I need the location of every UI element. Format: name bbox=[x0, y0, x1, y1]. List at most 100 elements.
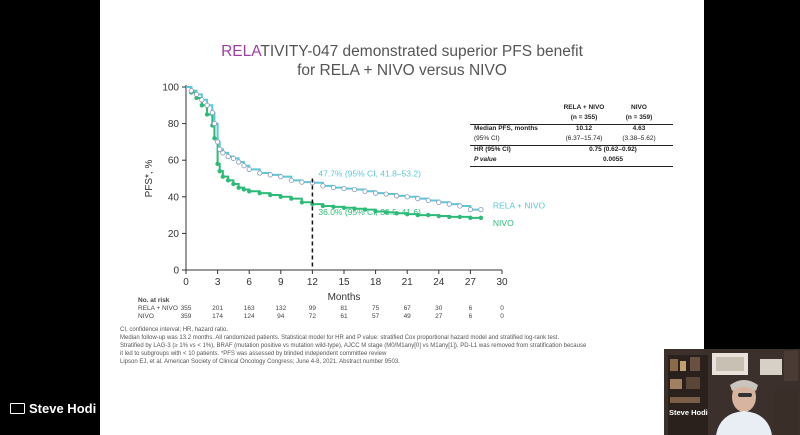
table-col-rela: RELA + NIVO bbox=[563, 104, 605, 111]
footnote-line: Lipson EJ, et al. American Society of Cl… bbox=[120, 359, 400, 365]
censor-mark bbox=[188, 88, 194, 94]
footnote-line: CI, confidence interval; HR, hazard rati… bbox=[120, 327, 229, 333]
x-axis-label: Months bbox=[328, 292, 361, 300]
x-tick-label: 15 bbox=[338, 277, 350, 288]
at-risk-value: 75 bbox=[371, 305, 380, 312]
x-tick-label: 6 bbox=[246, 277, 252, 288]
censor-mark bbox=[373, 209, 378, 214]
table-bottom-rule bbox=[470, 166, 673, 167]
table-col-nivo: NIVO bbox=[631, 104, 647, 111]
at-risk-value: 124 bbox=[243, 313, 255, 320]
km-chart: 0 20 40 60 80 100 0 3 6 9 12 15 18 21 24 27 30 Months PFS*… bbox=[144, 83, 546, 301]
at-risk-value: 355 bbox=[180, 305, 192, 312]
censor-mark bbox=[447, 214, 452, 220]
at-risk-value: 49 bbox=[403, 313, 411, 320]
censor-mark bbox=[199, 103, 204, 108]
footnote-line: Median follow-up was 13.2 months. All ra… bbox=[120, 335, 560, 341]
censor-mark bbox=[478, 215, 484, 221]
median-rela: 10.12 bbox=[575, 125, 593, 132]
at-risk-value: 6 bbox=[468, 313, 473, 320]
table-row-p: P value 0.0055 bbox=[470, 156, 673, 166]
censor-mark bbox=[289, 196, 294, 201]
censor-mark bbox=[394, 193, 400, 199]
series-line-nivo bbox=[186, 86, 481, 219]
censor-mark bbox=[257, 170, 263, 176]
censor-mark bbox=[220, 174, 226, 179]
censor-mark bbox=[415, 196, 421, 202]
at-risk-value: 201 bbox=[212, 305, 224, 312]
x-tick-label: 3 bbox=[215, 277, 221, 288]
censor-mark bbox=[268, 192, 273, 198]
censor-mark bbox=[257, 190, 262, 196]
y-tick-label: 80 bbox=[168, 119, 180, 130]
censor-mark bbox=[467, 207, 473, 213]
censor-mark bbox=[230, 155, 236, 161]
y-tick-label: 0 bbox=[173, 266, 179, 277]
censor-mark bbox=[415, 212, 420, 218]
censor-mark bbox=[215, 161, 220, 167]
video-name-label: Steve Hodi bbox=[669, 408, 708, 417]
censor-mark bbox=[215, 139, 221, 145]
censor-mark bbox=[225, 153, 231, 160]
censor-mark bbox=[246, 166, 252, 172]
at-risk-value: 6 bbox=[468, 305, 473, 312]
series-end-label-rela-nivo: RELA + NIVO bbox=[493, 201, 546, 211]
censor-mark bbox=[220, 150, 226, 156]
censor-mark bbox=[362, 207, 368, 212]
table-row-ci: (95% CI) (6.37–15.74) (3.38–5.62) bbox=[470, 135, 673, 145]
censor-mark bbox=[231, 181, 236, 187]
censor-mark bbox=[457, 214, 463, 220]
at-risk-value: 57 bbox=[371, 313, 380, 320]
median-label: Median PFS, months bbox=[474, 125, 538, 132]
censor-mark bbox=[211, 121, 218, 127]
censor-mark bbox=[320, 183, 326, 189]
censor-mark bbox=[341, 185, 347, 192]
y-tick-label: 100 bbox=[162, 83, 179, 94]
censor-mark bbox=[288, 177, 294, 183]
series-line-rela-nivo bbox=[186, 86, 481, 211]
censor-mark bbox=[383, 210, 389, 215]
at-risk-row-nivo: NIVO 359 174 124 94 72 61 57 49 27 6 0 bbox=[138, 313, 608, 321]
title-rest: TIVITY-047 demonstrated superior PFS ben… bbox=[260, 43, 583, 60]
at-risk-value: 81 bbox=[340, 305, 348, 312]
y-tick-label: 20 bbox=[168, 229, 180, 240]
table-row-hr: HR (95% CI) 0.75 (0.62–0.92) bbox=[470, 145, 673, 156]
censor-mark bbox=[457, 203, 463, 209]
censor-mark bbox=[236, 185, 241, 190]
x-tick-label: 12 bbox=[307, 277, 319, 288]
ci-nivo: (3.38–5.62) bbox=[622, 135, 656, 142]
at-risk-value: 132 bbox=[275, 305, 287, 312]
x-tick-label: 27 bbox=[465, 277, 477, 288]
x-tick-label: 30 bbox=[496, 277, 508, 288]
censor-mark bbox=[204, 102, 210, 108]
censor-mark bbox=[246, 189, 252, 194]
table-col-nivo-n: (n = 359) bbox=[625, 114, 653, 121]
presenter-name-label: Steve Hodi bbox=[10, 401, 96, 416]
censor-mark bbox=[436, 213, 441, 219]
censor-mark bbox=[320, 203, 326, 209]
landmark-annotation: 36.0% (95% CI, 30.5–41.6) bbox=[318, 207, 421, 217]
censor-mark bbox=[436, 199, 442, 205]
table-col-rela-n: (n = 355) bbox=[570, 114, 598, 121]
at-risk-value: 61 bbox=[340, 313, 348, 320]
censor-mark bbox=[351, 186, 358, 193]
footnote-line: Stratified by LAG-3 (≥ 1% vs < 1%), BRAF… bbox=[120, 343, 587, 349]
y-axis-label: PFS*, % bbox=[144, 160, 155, 198]
censor-mark bbox=[425, 197, 431, 204]
censor-mark bbox=[394, 211, 399, 216]
presenter-video-tile[interactable] bbox=[664, 349, 800, 435]
at-risk-label: RELA + NIVO bbox=[138, 305, 178, 312]
censor-mark bbox=[236, 159, 242, 165]
hr-label: HR (95% CI) bbox=[474, 146, 511, 153]
table-header-row: RELA + NIVO NIVO bbox=[470, 104, 673, 114]
censor-mark bbox=[468, 215, 473, 221]
landmark-annotation: 47.7% (95% CI, 41.8–53.2) bbox=[318, 169, 421, 179]
censor-mark bbox=[193, 91, 200, 97]
censor-mark bbox=[299, 200, 305, 205]
median-nivo: 4.63 bbox=[632, 125, 646, 132]
censor-mark bbox=[446, 201, 452, 207]
censor-mark bbox=[331, 204, 336, 210]
x-tick-label: 21 bbox=[402, 277, 414, 288]
at-risk-value: 359 bbox=[180, 313, 192, 320]
censor-mark bbox=[278, 174, 284, 180]
